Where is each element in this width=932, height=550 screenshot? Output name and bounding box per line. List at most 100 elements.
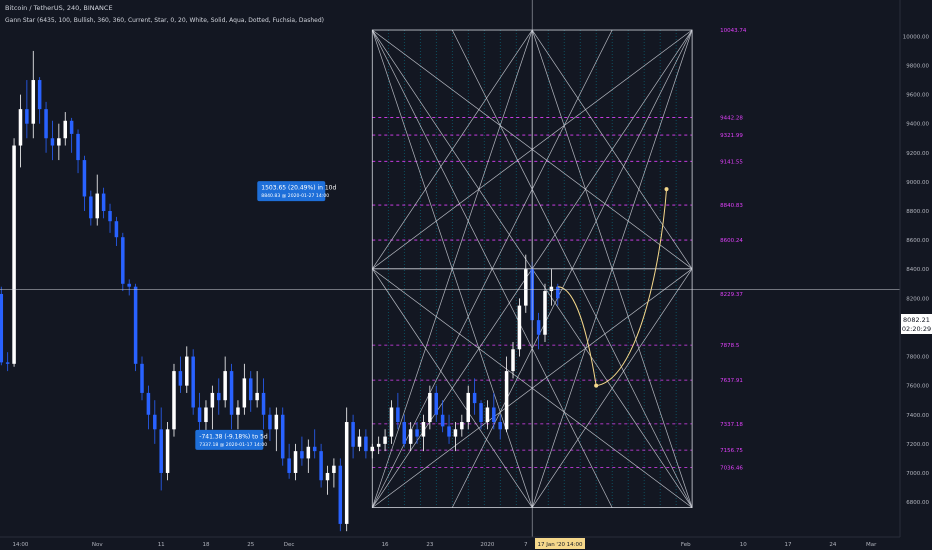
candle-body xyxy=(140,363,144,393)
candle-body xyxy=(357,436,362,447)
candle-body xyxy=(524,269,528,306)
candle-body xyxy=(517,305,522,350)
candle-body xyxy=(376,443,381,447)
candle xyxy=(159,407,163,491)
candle-body xyxy=(453,429,458,437)
time-tick-label: Dec xyxy=(284,542,295,548)
candle-body xyxy=(217,392,221,401)
candle-body xyxy=(479,403,483,423)
candle xyxy=(396,392,400,430)
candle xyxy=(248,371,253,412)
crosshair-time-value: 17 Jan '20 14:00 xyxy=(537,542,583,548)
candle xyxy=(37,77,42,124)
candle-body xyxy=(165,429,170,473)
candle-body xyxy=(204,407,208,423)
candle xyxy=(172,363,176,437)
candle-body xyxy=(485,407,490,423)
price-axis[interactable]: 6800.00 7000.00 7200.00 7400.00 7600.00 7800.… xyxy=(899,0,932,537)
gann-level-label: 9321.99 xyxy=(720,133,743,139)
gann-ray xyxy=(371,29,533,508)
candle-body xyxy=(402,422,407,444)
candle xyxy=(178,356,183,393)
price-tick-label: 7200.00 xyxy=(906,442,929,448)
candle-body xyxy=(108,211,112,222)
candle-body xyxy=(293,451,298,473)
time-tick-label: 18 xyxy=(202,542,209,548)
candle-body xyxy=(248,378,253,401)
candle-body xyxy=(210,392,215,408)
candle xyxy=(165,422,170,481)
candle xyxy=(466,385,470,430)
candle-body xyxy=(511,349,515,372)
candle-body xyxy=(12,145,16,364)
candle-body xyxy=(229,371,234,415)
price-tick-label: 9000.00 xyxy=(906,180,929,186)
candle xyxy=(280,407,285,466)
gann-level-label: 8840.83 xyxy=(720,203,743,209)
price-tick-label: 8200.00 xyxy=(906,296,929,302)
candle xyxy=(82,155,87,212)
candle-body xyxy=(549,286,554,292)
candle xyxy=(261,378,266,430)
time-tick-label: 2020 xyxy=(480,542,494,548)
candle xyxy=(338,458,343,532)
gann-ray xyxy=(531,29,693,508)
candle xyxy=(95,174,99,226)
candle-body xyxy=(268,414,272,430)
candle-body xyxy=(338,465,343,524)
candle-body xyxy=(69,120,74,134)
candle-body xyxy=(434,392,439,415)
time-tick-label: 10 xyxy=(740,542,747,548)
candle-body xyxy=(389,407,394,437)
candle xyxy=(402,414,407,447)
candle xyxy=(364,429,368,459)
candle-body xyxy=(31,80,36,124)
candle xyxy=(472,378,477,415)
price-tick-label: 9200.00 xyxy=(906,151,929,157)
candle xyxy=(440,400,445,433)
indicator-legend[interactable]: Gann Star (6435, 100, Bullish, 360, 360,… xyxy=(5,17,324,24)
candle-body xyxy=(556,286,560,299)
candle xyxy=(543,283,547,342)
candle xyxy=(549,269,554,306)
candle-body xyxy=(536,320,541,335)
current-price-value: 8082.21 xyxy=(903,316,930,324)
candle xyxy=(223,356,227,408)
candle xyxy=(255,371,259,408)
candle xyxy=(447,414,451,444)
current-price-badge: 8082.21 02:20:29 xyxy=(901,314,932,334)
gann-level-label: 9141.55 xyxy=(720,159,743,165)
candle-body xyxy=(396,407,400,423)
gann-level-label: 8229.37 xyxy=(720,292,743,298)
candles-layer xyxy=(0,50,560,532)
candle xyxy=(306,439,311,473)
candle-body xyxy=(5,362,10,364)
candle-body xyxy=(236,407,240,415)
candle xyxy=(479,400,483,430)
candle xyxy=(383,429,387,452)
time-axis[interactable]: 14:00Nov111825Dec16232020713Feb101724Mar xyxy=(0,536,932,550)
candle-body xyxy=(178,371,183,386)
candle-body xyxy=(492,407,496,423)
price-tick-label: 9800.00 xyxy=(906,63,929,69)
gann-level-label: 8600.24 xyxy=(720,238,743,244)
candle-body xyxy=(127,283,131,287)
candle-body xyxy=(50,138,55,146)
candle-body xyxy=(280,414,285,459)
candle-body xyxy=(504,371,509,430)
candle-body xyxy=(114,221,119,238)
gann-level-label: 7337.18 xyxy=(720,422,743,428)
pullback-label-box xyxy=(195,429,264,450)
candle-body xyxy=(159,429,163,473)
candle xyxy=(274,407,279,452)
candle xyxy=(101,187,106,219)
candle-body xyxy=(447,426,451,437)
candle-body xyxy=(498,422,502,430)
candle xyxy=(357,429,362,452)
candle-body xyxy=(287,458,291,473)
gann-ray xyxy=(451,29,693,508)
candle-body xyxy=(543,291,547,335)
pullback-label: -741.38 (-9.18%) to 5d 7337.18 @ 2020-01-… xyxy=(195,429,268,450)
candle xyxy=(556,283,560,306)
